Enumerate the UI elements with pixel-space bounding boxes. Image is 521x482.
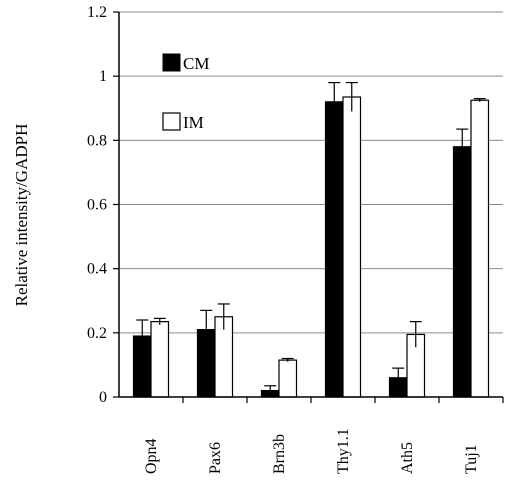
y-tick-label: 0: [99, 389, 107, 406]
x-tick-label: Pax6: [207, 442, 224, 474]
x-tick-label: Thy1.1: [335, 428, 352, 474]
x-tick-label: Brn3b: [271, 434, 288, 474]
y-tick-label: 0.8: [87, 132, 107, 149]
x-tick-label: Tuj1: [463, 444, 480, 474]
x-tick-labels: Opn4 Pax6 Brn3b Thy1.1 Ath5 Tuj1: [143, 397, 504, 474]
legend-swatch-im: [162, 112, 181, 131]
legend-label-im: IM: [183, 113, 204, 132]
bar-im-tuj1: [470, 99, 490, 398]
bar-im-brn3b: [278, 359, 298, 398]
x-tick-label: Ath5: [399, 442, 416, 474]
y-tick-label: 0.4: [87, 261, 107, 278]
legend: CM IM: [162, 53, 209, 132]
y-tick-label: 1.2: [87, 4, 107, 21]
gridlines: [119, 11, 503, 334]
bar-cm-tuj1: [452, 146, 472, 398]
y-axis-label: Relative intensity/GADPH: [12, 124, 31, 307]
legend-label-cm: CM: [183, 54, 209, 73]
y-tick-label: 1: [99, 68, 107, 85]
bar-im-opn4: [150, 321, 170, 398]
bar-cm-thy11: [324, 101, 344, 398]
x-tick-label: Opn4: [143, 438, 160, 474]
bar-im-thy11: [342, 96, 362, 398]
y-tick-label: 0.2: [87, 325, 107, 342]
y-tick-labels: 0 0.2 0.4 0.6 0.8 1 1.2: [87, 4, 119, 406]
y-tick-label: 0.6: [87, 197, 107, 214]
legend-swatch-cm: [162, 53, 181, 72]
bars: [132, 81, 490, 398]
